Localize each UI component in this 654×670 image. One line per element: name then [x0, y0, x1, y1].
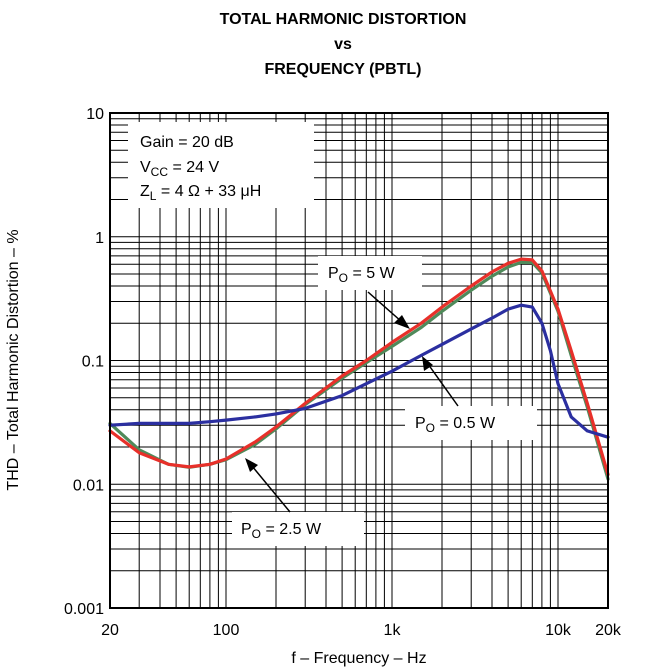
- x-tick-labels: 20 100 1k 10k 20k: [101, 622, 622, 639]
- zl-subscript: L: [150, 189, 157, 203]
- label-p05-main: P: [415, 415, 426, 432]
- x-tick-label: 20: [101, 622, 119, 639]
- label-p5-bg: [318, 256, 422, 290]
- zl-main: Z: [140, 183, 150, 200]
- label-p5-text: PO = 5 W: [328, 265, 396, 285]
- label-p25: PO = 2.5 W: [232, 458, 364, 546]
- plot-frame: [109, 112, 609, 609]
- label-p25-rest: = 2.5 W: [261, 521, 322, 538]
- label-p5-sub: O: [339, 271, 348, 285]
- x-tick-label: 20k: [595, 622, 622, 639]
- label-p5: PO = 5 W: [318, 256, 422, 329]
- label-p5-arrow: [367, 291, 403, 323]
- vcc-subscript: CC: [151, 165, 169, 179]
- vcc-condition: VCC = 24 V: [140, 159, 219, 179]
- y-tick-label: 0.01: [73, 477, 104, 494]
- label-p05-text: PO = 0.5 W: [415, 415, 496, 435]
- y-tick-label: 1: [95, 230, 104, 247]
- x-axis-label: f – Frequency – Hz: [291, 650, 426, 667]
- label-p5-main: P: [328, 265, 339, 282]
- chart-title-line-1: TOTAL HARMONIC DISTORTION: [220, 11, 467, 28]
- label-p05-arrow: [427, 363, 459, 407]
- gain-condition: Gain = 20 dB: [140, 134, 234, 151]
- y-tick-label: 0.1: [82, 354, 104, 371]
- x-tick-label: 10k: [545, 622, 572, 639]
- label-p05-arrowhead: [422, 356, 433, 371]
- label-p5-arrowhead: [394, 315, 410, 329]
- label-p05-bg: [405, 406, 537, 440]
- series-line-p5: [108, 257, 610, 477]
- conditions-box-bg: [128, 122, 314, 208]
- chart-title-line-2: vs: [334, 36, 352, 53]
- conditions-box: Gain = 20 dB VCC = 24 V ZL = 4 Ω + 33 μH: [128, 122, 314, 208]
- series-lines: [108, 257, 610, 481]
- series-line-p05: [108, 303, 610, 439]
- label-p25-text: PO = 2.5 W: [241, 521, 322, 541]
- label-p5-rest: = 5 W: [348, 265, 396, 282]
- x-tick-label: 100: [213, 622, 240, 639]
- label-p05-rest: = 0.5 W: [435, 415, 496, 432]
- x-tick-label: 1k: [384, 622, 402, 639]
- label-p25-arrowhead: [245, 458, 258, 472]
- vcc-main: V: [140, 159, 151, 176]
- label-p25-main: P: [241, 521, 252, 538]
- y-tick-labels: 10 1 0.1 0.01 0.001: [64, 106, 104, 618]
- chart-title-line-3: FREQUENCY (PBTL): [264, 61, 421, 78]
- label-p25-bg: [232, 512, 364, 546]
- vcc-value: = 24 V: [168, 159, 219, 176]
- zl-condition: ZL = 4 Ω + 33 μH: [140, 183, 261, 203]
- zl-value: = 4 Ω + 33 μH: [156, 183, 261, 200]
- y-tick-label: 0.001: [64, 601, 104, 618]
- label-p25-arrow: [251, 465, 291, 513]
- label-p05: PO = 0.5 W: [405, 356, 537, 440]
- label-p05-sub: O: [426, 421, 435, 435]
- label-p25-sub: O: [252, 527, 261, 541]
- y-tick-label: 10: [86, 106, 104, 123]
- y-axis-label: THD – Total Harmonic Distortion – %: [5, 229, 22, 490]
